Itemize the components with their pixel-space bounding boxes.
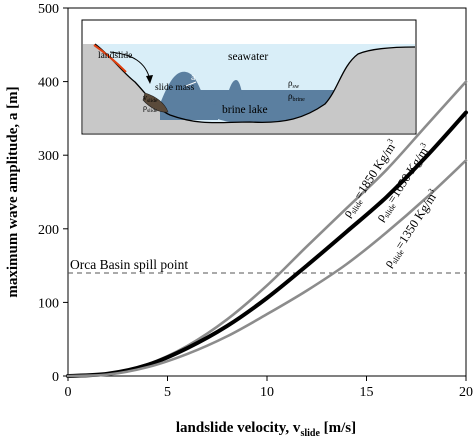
y-axis: 0 100 200 300 400 500: [38, 2, 68, 385]
x-tick-label: 10: [260, 385, 274, 400]
inset-diapir-2: [226, 80, 244, 104]
series-line-3: [66, 159, 468, 378]
y-tick-label: 100: [38, 296, 59, 311]
x-axis-title-sub: slide: [300, 428, 320, 439]
x-tick-label: 20: [459, 385, 473, 400]
series-layer: [66, 80, 468, 378]
inset-schematic: seawater landslide slide mass brine lake…: [81, 19, 417, 135]
inset-seafloor: [83, 44, 415, 133]
spill-point-label: Orca Basin spill point: [70, 257, 188, 272]
inset-landslide-scar: [93, 44, 127, 73]
y-tick-label: 500: [38, 2, 59, 17]
y-tick-label: 0: [52, 370, 59, 385]
inset-landslide-label: landslide: [98, 51, 132, 61]
inset-v-slide-label: vslide: [143, 93, 158, 104]
inset-slide-label: slide mass: [155, 83, 195, 93]
inset-rho-sw-label: ρsw: [288, 78, 300, 90]
y-tick-label: 400: [38, 76, 59, 91]
x-axis: 0 5 10 15 20: [65, 376, 473, 400]
y-tick-label: 200: [38, 223, 59, 238]
inset-a-label: a: [191, 73, 196, 83]
y-axis-title: maximum wave amplitude, a [m]: [5, 86, 21, 297]
inset-brine-lake: [185, 90, 340, 124]
x-tick-label: 5: [164, 385, 171, 400]
inset-diapir-1: [160, 71, 218, 120]
unit-superscript: 3: [385, 137, 395, 145]
x-tick-label: 0: [65, 385, 72, 400]
inset-amplitude-marker: [185, 81, 197, 87]
inset-brine-label: brine lake: [222, 104, 268, 116]
x-axis-title-main: landslide velocity, v: [176, 420, 301, 436]
x-axis-title-unit: [m/s]: [320, 420, 356, 436]
inset-slide-mass-text: slide mass: [155, 83, 195, 93]
x-axis-title: landslide velocity, vslide [m/s]: [176, 420, 356, 439]
y-tick-label: 300: [38, 149, 59, 164]
inset-seawater-label: seawater: [228, 51, 268, 63]
x-tick-label: 15: [360, 385, 374, 400]
inset-seafloor-line: [94, 43, 416, 124]
unit-superscript: 3: [418, 141, 428, 149]
inset-slide-mass: [142, 92, 169, 113]
unit-superscript: 3: [426, 187, 436, 195]
series-line-2: [66, 110, 468, 378]
inset-rho-slide-label: ρslide: [143, 103, 158, 114]
inset-arrowhead-icon: [146, 75, 153, 84]
inset-rho-brine-label: ρbrine: [288, 91, 305, 103]
